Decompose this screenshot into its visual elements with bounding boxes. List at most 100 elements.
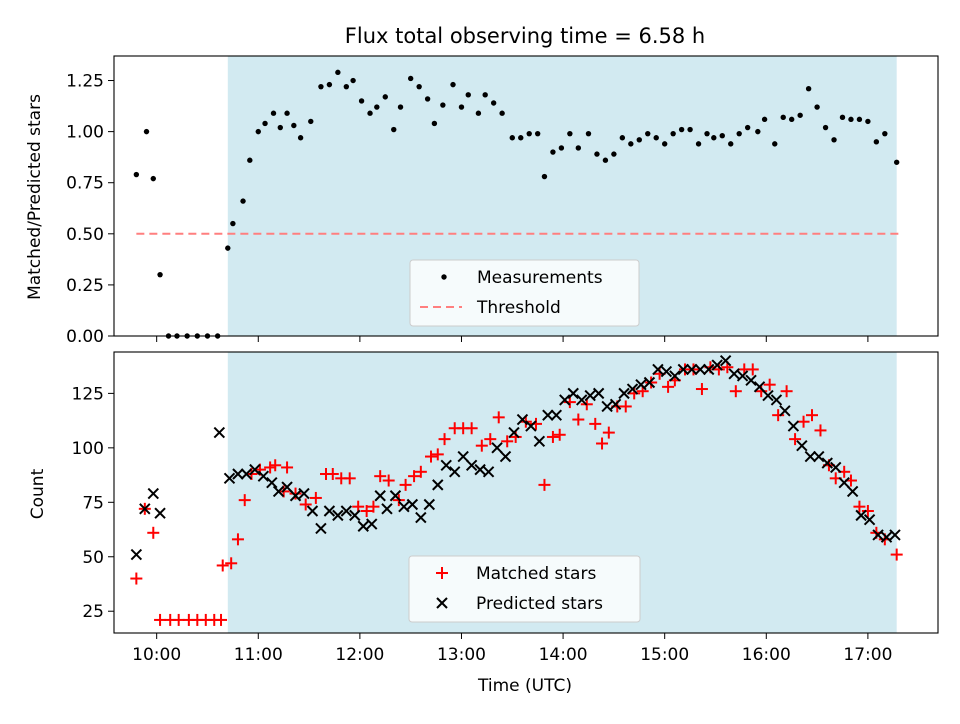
top-panel: 0.00 0.25 0.50 0.75 1.00 1.25 Matched/Predict… (25, 55, 939, 347)
predicted-star-point (609, 398, 622, 410)
matched-star-point (589, 417, 602, 430)
measurement-point (873, 139, 880, 145)
predicted-star-point (872, 529, 884, 541)
y-tick-label: 75 (82, 493, 104, 513)
predicted-star-point (398, 500, 410, 513)
predicted-star-point (482, 466, 495, 478)
predicted-star-point (686, 363, 698, 376)
measurement-point (534, 130, 541, 137)
predicted-star-point (787, 420, 800, 432)
measurement-point (150, 175, 156, 182)
measurement-point (780, 114, 786, 121)
measurement-point (509, 135, 515, 141)
matched-star-point (465, 422, 478, 435)
predicted-star-point (635, 378, 647, 391)
matched-star-point (861, 505, 874, 518)
measurement-point (611, 151, 617, 157)
measurement-point (744, 124, 751, 131)
measurement-point (440, 102, 446, 108)
predicted-star-point (249, 463, 261, 476)
matched-star-point (215, 613, 228, 626)
matched-star-point (281, 461, 294, 474)
x-tick-label: 14:00 (539, 645, 588, 665)
predicted-star-point (130, 548, 143, 561)
predicted-star-point (796, 439, 808, 452)
predicted-star-point (432, 479, 444, 491)
predicted-star-point (745, 374, 757, 387)
y-tick-label: 0.75 (66, 174, 104, 194)
predicted-star-point (323, 505, 336, 517)
measurement-point (893, 159, 900, 165)
measurement-point (297, 135, 304, 141)
predicted-star-point (762, 389, 774, 402)
predicted-star-point (281, 481, 293, 493)
matched-stars-series (130, 361, 903, 626)
matched-star-point (853, 500, 866, 513)
measurement-point (856, 116, 863, 123)
predicted-star-point (618, 387, 630, 400)
matched-star-point (374, 470, 387, 483)
predicted-star-point (440, 459, 452, 471)
matched-star-point (538, 478, 551, 491)
predicted-star-point (711, 359, 723, 371)
predicted-star-point (813, 450, 825, 463)
matched-star-point (572, 413, 585, 426)
predicted-star-point (660, 365, 673, 378)
measurement-point (645, 130, 651, 137)
measurement-point (143, 128, 150, 135)
measurement-point (391, 126, 397, 133)
measurement-point (558, 145, 565, 151)
predicted-star-point (449, 466, 461, 478)
matched-star-point (130, 572, 143, 585)
predicted-star-point (863, 514, 876, 526)
predicted-star-point (332, 509, 344, 522)
predicted-star-point (508, 426, 520, 439)
predicted-star-point (643, 376, 656, 389)
measurement-point (661, 141, 668, 147)
measurement-point (772, 141, 778, 147)
predicted-star-point (889, 529, 901, 541)
measurement-point (247, 157, 253, 163)
matched-star-point (414, 465, 427, 478)
matched-star-point (797, 415, 810, 428)
top-measurements (133, 69, 900, 339)
measurement-point (736, 130, 742, 137)
matched-star-point (890, 548, 903, 561)
measurement-point (308, 118, 314, 125)
measurement-point (270, 110, 277, 116)
measurement-point (335, 69, 341, 76)
measurement-point (594, 151, 600, 157)
measurement-point (541, 173, 548, 180)
matched-star-point (431, 448, 444, 461)
matched-star-point (326, 467, 339, 480)
predicted-star-point (340, 505, 353, 517)
predicted-star-point (601, 400, 613, 413)
top-y-ticks: 0.00 0.25 0.50 0.75 1.00 1.25 (66, 72, 114, 347)
predicted-star-point (736, 370, 749, 382)
measurement-point (230, 220, 236, 227)
matched-star-point (746, 363, 759, 376)
matched-star-point (780, 385, 793, 398)
predicted-star-point (770, 394, 783, 406)
measurement-point (475, 110, 482, 116)
x-tick-label: 12:00 (335, 645, 384, 665)
measurement-point (318, 83, 324, 90)
y-tick-label: 100 (72, 439, 104, 459)
y-tick-label: 1.00 (66, 123, 104, 143)
predicted-star-point (357, 520, 369, 532)
measurement-point (550, 149, 556, 155)
predicted-star-point (728, 368, 740, 380)
bottom-y-axis-label: Count (28, 468, 48, 519)
predicted-star-point (240, 468, 253, 480)
measurement-point (882, 130, 888, 137)
chart-title: Flux total observing time = 6.58 h (345, 24, 705, 48)
top-plot-frame (113, 55, 939, 337)
measurement-point (719, 133, 725, 139)
y-tick-label: 0.25 (66, 276, 104, 296)
predicted-star-point (139, 503, 151, 515)
matched-star-point (399, 478, 412, 491)
measurement-point (225, 245, 231, 251)
measurement-point (567, 130, 573, 137)
measurement-point (465, 92, 471, 98)
